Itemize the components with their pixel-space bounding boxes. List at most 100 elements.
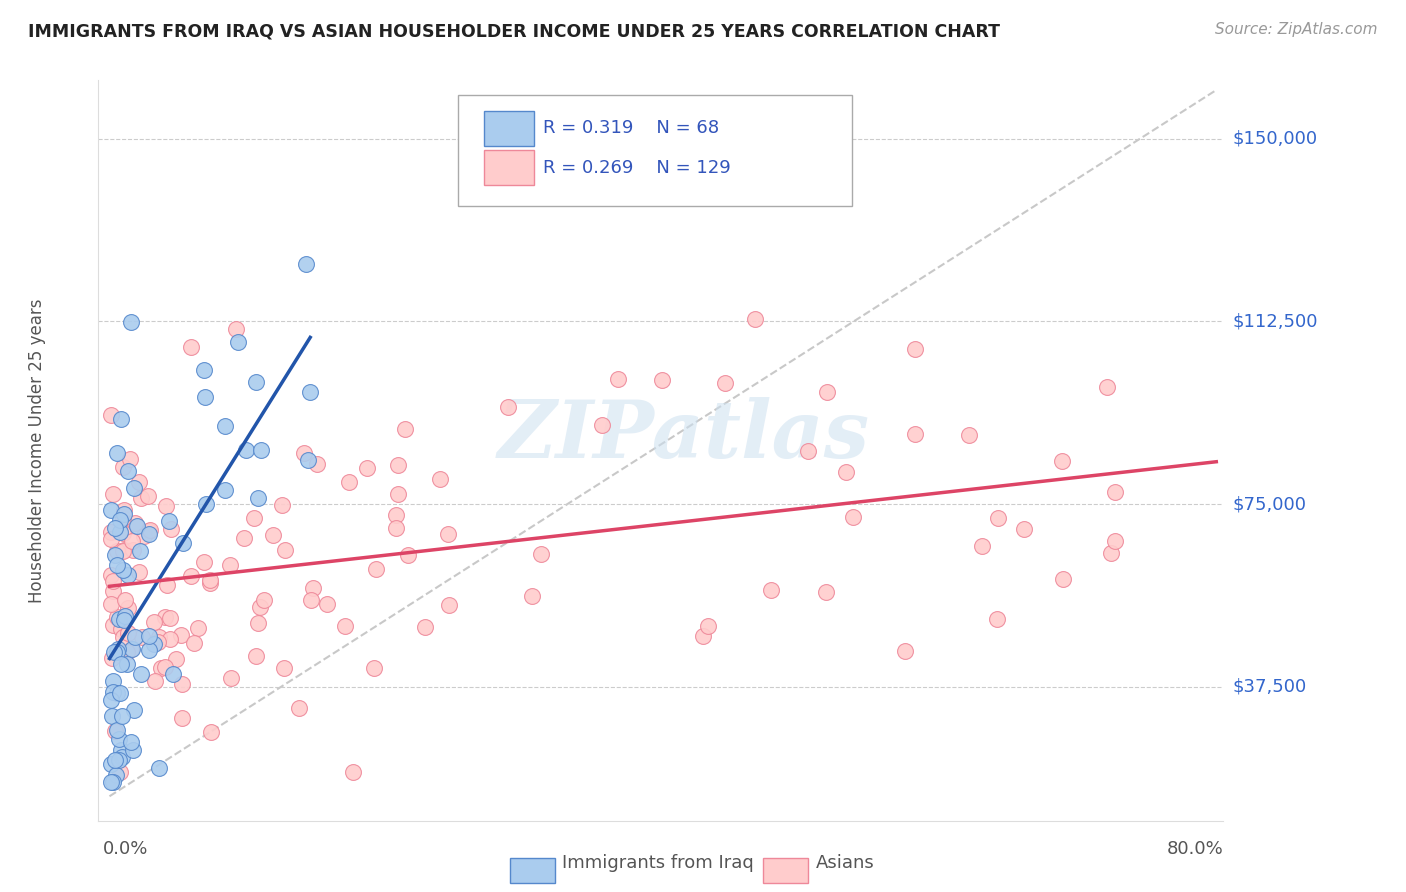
Point — [247, 491, 270, 505]
Point — [219, 558, 242, 572]
Point — [107, 558, 129, 573]
Point — [110, 743, 132, 757]
Point — [108, 753, 131, 767]
Point — [124, 630, 146, 644]
Point — [138, 526, 160, 541]
Point — [121, 642, 143, 657]
Point — [105, 645, 128, 659]
Point — [225, 322, 247, 336]
Point — [100, 532, 122, 546]
Point — [714, 376, 737, 390]
Point — [815, 585, 838, 599]
Point — [114, 593, 136, 607]
Point — [129, 666, 152, 681]
Point — [100, 597, 122, 611]
Point — [100, 503, 122, 517]
Point — [150, 661, 173, 675]
Point — [111, 708, 134, 723]
Point — [413, 620, 436, 634]
Point — [105, 643, 128, 657]
Point — [107, 610, 129, 624]
Point — [591, 417, 613, 432]
Point — [136, 489, 159, 503]
Point — [153, 660, 176, 674]
Point — [103, 685, 125, 699]
Point — [835, 465, 858, 479]
Point — [170, 627, 193, 641]
Point — [520, 589, 543, 603]
Point — [103, 574, 125, 588]
Point — [692, 629, 714, 643]
Text: Asians: Asians — [815, 855, 875, 872]
Point — [180, 340, 202, 354]
Point — [1050, 453, 1073, 467]
Point — [295, 256, 318, 270]
Point — [146, 635, 169, 649]
Point — [364, 562, 387, 576]
Point — [104, 768, 127, 782]
Text: Immigrants from Iraq: Immigrants from Iraq — [562, 855, 754, 872]
Point — [959, 428, 981, 442]
Point — [120, 735, 142, 749]
Point — [986, 612, 1008, 626]
Point — [193, 556, 215, 570]
Point — [110, 623, 132, 637]
Point — [138, 524, 160, 539]
Point — [112, 459, 135, 474]
Point — [120, 315, 142, 329]
Point — [105, 446, 128, 460]
Point — [107, 642, 129, 657]
Point — [128, 565, 150, 579]
Point — [198, 573, 221, 587]
Point — [112, 511, 135, 525]
Text: Source: ZipAtlas.com: Source: ZipAtlas.com — [1215, 22, 1378, 37]
Point — [1052, 572, 1074, 586]
Point — [100, 757, 122, 772]
Point — [111, 750, 134, 764]
Point — [697, 619, 720, 633]
Point — [122, 703, 145, 717]
Point — [172, 677, 194, 691]
Point — [108, 731, 131, 746]
Point — [337, 475, 360, 490]
Point — [101, 774, 124, 789]
Point — [299, 592, 322, 607]
Point — [530, 547, 553, 561]
Text: Householder Income Under 25 years: Householder Income Under 25 years — [28, 298, 45, 603]
Point — [124, 516, 146, 530]
Point — [142, 637, 165, 651]
Point — [356, 460, 378, 475]
Point — [143, 615, 166, 630]
Point — [103, 645, 125, 659]
Point — [253, 592, 276, 607]
Point — [120, 451, 142, 466]
FancyBboxPatch shape — [458, 95, 852, 206]
Point — [299, 384, 322, 399]
Point — [139, 523, 162, 537]
Point — [387, 458, 409, 472]
Point — [385, 521, 408, 535]
Point — [271, 498, 294, 512]
Point — [100, 774, 122, 789]
Point — [111, 563, 134, 577]
Point — [112, 525, 135, 540]
Point — [1012, 522, 1035, 536]
Point — [148, 761, 170, 775]
Point — [103, 674, 125, 689]
Point — [108, 612, 131, 626]
Point — [101, 583, 124, 598]
Point — [893, 644, 915, 658]
Point — [288, 701, 311, 715]
Point — [394, 421, 416, 435]
Point — [342, 764, 364, 779]
Text: R = 0.319    N = 68: R = 0.319 N = 68 — [543, 120, 718, 137]
Point — [815, 384, 838, 399]
Point — [183, 635, 205, 649]
Point — [219, 672, 242, 686]
Point — [104, 521, 127, 535]
Point — [110, 412, 132, 426]
Point — [131, 630, 153, 644]
Point — [842, 510, 865, 524]
Text: $112,500: $112,500 — [1233, 312, 1319, 330]
Point — [333, 619, 356, 633]
